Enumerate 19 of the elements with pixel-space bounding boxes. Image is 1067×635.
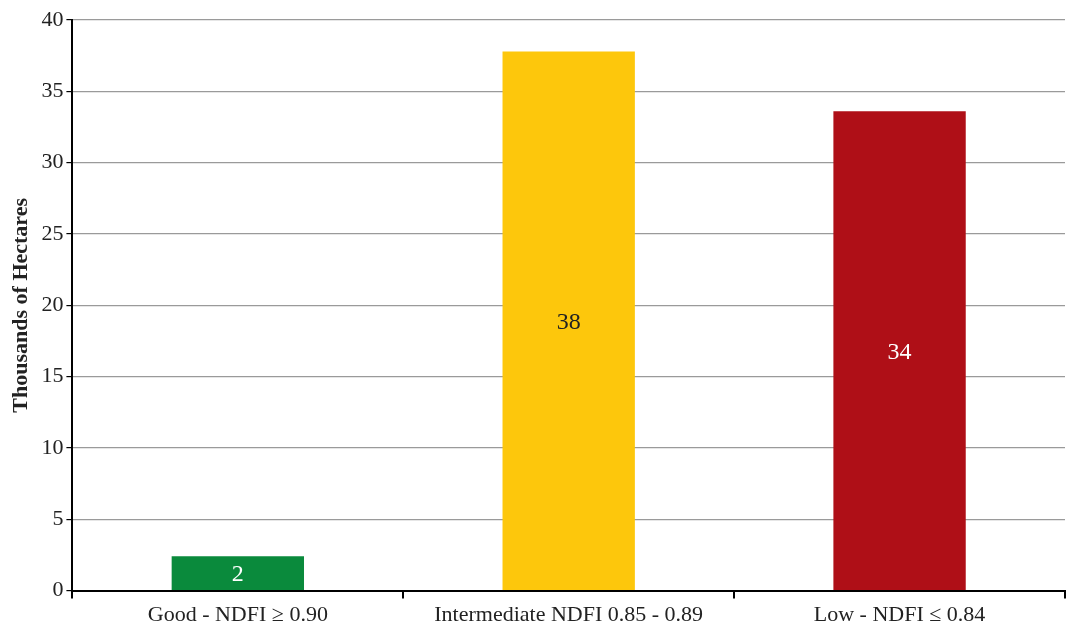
y-tick-label: 10 bbox=[41, 433, 64, 459]
y-tick-label: 30 bbox=[41, 148, 64, 174]
bar bbox=[502, 51, 635, 590]
bar bbox=[833, 111, 966, 590]
x-tick-label: Intermediate NDFI 0.85 - 0.89 bbox=[434, 600, 704, 626]
data-label: 34 bbox=[887, 337, 912, 364]
data-label: 38 bbox=[556, 307, 581, 334]
y-tick-label: 25 bbox=[41, 219, 64, 245]
y-tick-label: 15 bbox=[41, 362, 64, 388]
data-label: 2 bbox=[231, 560, 244, 587]
x-tick-label: Good - NDFI ≥ 0.90 bbox=[147, 600, 328, 626]
y-tick-label: 35 bbox=[41, 77, 64, 103]
bar bbox=[171, 556, 305, 590]
y-tick-label: 20 bbox=[41, 291, 64, 317]
y-axis-title: Thousands of Hectares bbox=[6, 197, 32, 413]
y-tick-label: 0 bbox=[52, 576, 64, 602]
y-tick-label: 5 bbox=[52, 505, 64, 531]
y-tick-label: 40 bbox=[41, 5, 64, 31]
x-tick-label: Low - NDFI ≤ 0.84 bbox=[813, 600, 986, 626]
